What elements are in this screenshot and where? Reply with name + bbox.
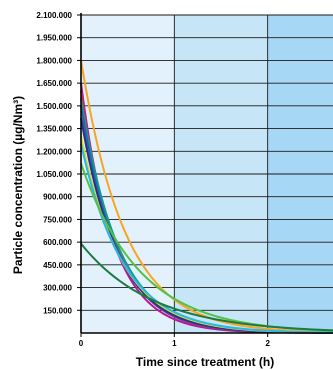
y-tick-label-10: 1.500.000 <box>36 102 72 111</box>
y-tick-label-12: 1.800.000 <box>36 56 72 65</box>
y-tick-label-9: 1.350.000 <box>36 125 72 134</box>
y-tick-label-11: 1.650.000 <box>36 79 72 88</box>
x-tick-label-2: 1 <box>172 339 177 348</box>
y-tick-label-6: 900.000 <box>43 193 72 202</box>
series-line-10 <box>80 243 333 332</box>
y-tick-label-3: 450.000 <box>43 261 72 270</box>
y-tick-label-14: 2.100.000 <box>36 11 72 20</box>
y-tick-label-1: 150.000 <box>43 306 72 315</box>
y-tick-label-7: 1.050.000 <box>36 170 72 179</box>
y-tick-labels: 150.000 300.000 450.000 600.000 750.000 900.0… <box>36 11 72 315</box>
y-tick-label-13: 1.950.000 <box>36 34 72 43</box>
axes <box>77 13 333 337</box>
x-tick-label-3: 2 <box>265 339 270 348</box>
x-tick-label-1: 0 <box>79 339 84 348</box>
x-tick-labels: 0 1 2 <box>79 339 271 348</box>
y-axis-title: Particle concentration (µg/Nm³) <box>11 96 25 274</box>
y-tick-label-5: 750.000 <box>43 215 72 224</box>
x-axis-title: Time since treatment (h) <box>136 355 274 369</box>
series-line-8 <box>80 143 333 334</box>
y-tick-label-8: 1.200.000 <box>36 147 72 156</box>
y-tick-label-2: 300.000 <box>43 284 72 293</box>
y-tick-label-4: 600.000 <box>43 238 72 247</box>
